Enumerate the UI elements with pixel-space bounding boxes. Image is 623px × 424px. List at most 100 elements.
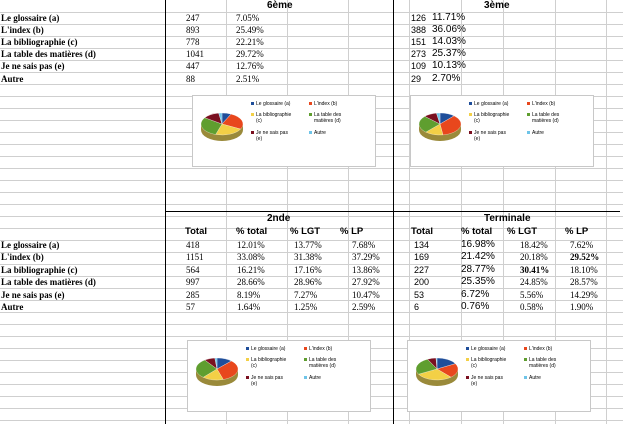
row-line: [0, 12, 623, 13]
legend-label: La table des: [529, 357, 557, 363]
count-6eme: 447: [186, 61, 200, 71]
legend-label: Le glossaire (a): [251, 346, 286, 352]
total-terminale: 169: [414, 252, 430, 262]
legend-label: La table des: [309, 357, 337, 363]
col-pct-total-2nde: % total: [236, 226, 268, 237]
count-3eme: 273: [411, 49, 427, 59]
chart-legend: Le glossaire (a) L'index (b) La bibliograp…: [466, 346, 588, 407]
pct-total-2nde: 16.21%: [237, 265, 265, 275]
legend-swatch: [466, 358, 469, 361]
lgt-2nde: 28.96%: [294, 277, 322, 287]
row-line: [0, 300, 623, 301]
row-label-bottom: Le glossaire (a): [1, 240, 60, 250]
pie-graphic: [195, 357, 239, 386]
pie-chart: Le glossaire (a) L'index (b) La bibliograp…: [407, 340, 591, 412]
legend-swatch: [524, 347, 527, 350]
count-6eme: 893: [186, 25, 200, 35]
row-line: [0, 420, 623, 421]
lgt-2nde: 13.77%: [294, 240, 322, 250]
legend-item: L'index (b): [304, 346, 333, 353]
legend-label: (c): [251, 362, 257, 369]
lgt-terminale: 0.58%: [520, 302, 544, 312]
total-terminale: 134: [414, 240, 430, 250]
pct-total-terminale: 25.35%: [461, 276, 495, 287]
row-line: [0, 336, 623, 337]
legend-item: Autre: [524, 375, 541, 382]
col-lgt-terminale: % LGT: [507, 226, 538, 237]
count-3eme: 29: [411, 74, 422, 84]
legend-label: (c): [471, 362, 477, 369]
legend-label: La table des: [314, 112, 342, 118]
section-terminale-title: Terminale: [484, 213, 531, 224]
legend-label: Autre: [529, 375, 541, 381]
count-6eme: 1041: [186, 49, 204, 59]
legend-swatch: [309, 131, 312, 134]
legend-swatch: [246, 358, 249, 361]
section-6eme-title: 6ème: [267, 0, 293, 11]
section-3eme-title: 3ème: [484, 0, 510, 11]
pie-slice: [418, 368, 452, 381]
legend-swatch: [246, 376, 249, 379]
lgt-2nde: 1.25%: [294, 302, 318, 312]
pie-chart: Le glossaire (a) L'index (b) La bibliograp…: [410, 95, 594, 167]
pct-total-terminale: 28.77%: [461, 264, 495, 275]
legend-swatch: [469, 102, 472, 105]
pie-slice: [218, 112, 223, 125]
count-3eme: 388: [411, 25, 427, 35]
pct-total-2nde: 28.66%: [237, 277, 265, 287]
divider-horizontal: [165, 211, 620, 212]
pct-total-terminale: 6.72%: [461, 289, 490, 300]
legend-label: Je ne sais pas: [251, 375, 283, 381]
pct-6eme: 22.21%: [236, 37, 264, 47]
legend-label: Je ne sais pas: [474, 130, 506, 136]
col-pct-total-terminale: % total: [461, 226, 493, 237]
legend-item: L'index (b): [309, 101, 337, 108]
legend-item: Je ne sais pas (e): [469, 130, 506, 142]
count-3eme: 109: [411, 61, 427, 71]
chart-legend: Le glossaire (a) L'index (b) La bibliograp…: [251, 101, 373, 162]
legend-label: Le glossaire (a): [471, 346, 506, 352]
total-2nde: 57: [186, 302, 195, 312]
row-line: [0, 168, 623, 169]
lp-2nde: 7.68%: [352, 240, 376, 250]
pct-6eme: 25.49%: [236, 25, 264, 35]
row-line: [0, 216, 623, 217]
lp-2nde: 10.47%: [352, 290, 380, 300]
legend-swatch: [251, 131, 254, 134]
pie-slice: [200, 117, 223, 135]
lp-terminale: 18.10%: [570, 265, 598, 275]
legend-label: L'index (b): [309, 346, 333, 352]
total-2nde: 564: [186, 265, 200, 275]
pie-slice: [436, 112, 441, 125]
legend-swatch: [304, 347, 307, 350]
legend-label: matières (d): [529, 362, 556, 369]
legend-swatch: [251, 113, 254, 116]
pie-chart: Le glossaire (a) L'index (b) La bibliograp…: [187, 340, 371, 412]
pie-slice: [195, 359, 218, 378]
legend-item: Je ne sais pas (e): [466, 375, 503, 387]
legend-item: Le glossaire (a): [469, 101, 508, 108]
legend-item: La table des matières (d): [304, 357, 337, 369]
count-3eme: 151: [411, 37, 427, 47]
legend-label: (e): [256, 135, 263, 142]
legend-item: L'index (b): [524, 346, 553, 353]
lp-2nde: 2.59%: [352, 302, 376, 312]
lgt-2nde: 7.27%: [294, 290, 318, 300]
pct-total-2nde: 1.64%: [237, 302, 261, 312]
legend-label: (e): [474, 135, 481, 142]
pie-slice: [439, 115, 462, 136]
pct-3eme: 2.70%: [432, 73, 461, 84]
total-2nde: 997: [186, 277, 200, 287]
lp-2nde: 27.92%: [352, 277, 380, 287]
legend-label: La table des: [532, 112, 560, 118]
legend-label: L'index (b): [529, 346, 553, 352]
col-lp-terminale: % LP: [565, 226, 589, 237]
count-3eme: 126: [411, 13, 427, 23]
pct-3eme: 10.13%: [432, 60, 466, 71]
total-terminale: 200: [414, 277, 430, 287]
pie-slice: [216, 360, 239, 380]
row-label-bottom: Autre: [1, 302, 24, 312]
legend-swatch: [304, 358, 307, 361]
legend-label: Le glossaire (a): [256, 101, 291, 107]
count-6eme: 778: [186, 37, 200, 47]
